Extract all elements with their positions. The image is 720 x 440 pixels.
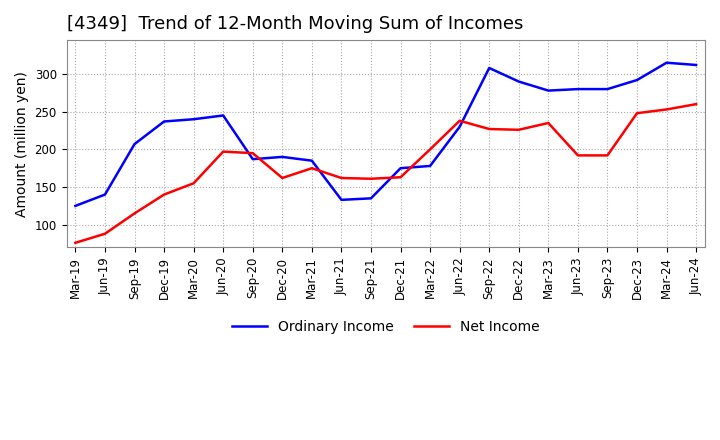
Ordinary Income (544, 88, 553, 93)
Line: Ordinary Income: Ordinary Income (76, 63, 696, 206)
Ordinary Income (692, 62, 701, 68)
Ordinary Income (189, 117, 198, 122)
Net Income (396, 175, 405, 180)
Ordinary Income (248, 157, 257, 162)
Y-axis label: Amount (million yen): Amount (million yen) (15, 71, 29, 216)
Net Income (219, 149, 228, 154)
Net Income (544, 121, 553, 126)
Net Income (160, 192, 168, 197)
Net Income (662, 107, 671, 112)
Ordinary Income (307, 158, 316, 163)
Ordinary Income (101, 192, 109, 197)
Net Income (455, 118, 464, 123)
Ordinary Income (160, 119, 168, 124)
Ordinary Income (455, 124, 464, 129)
Net Income (337, 176, 346, 181)
Legend: Ordinary Income, Net Income: Ordinary Income, Net Income (226, 315, 545, 340)
Net Income (130, 211, 139, 216)
Ordinary Income (574, 86, 582, 92)
Ordinary Income (130, 141, 139, 147)
Ordinary Income (515, 79, 523, 84)
Net Income (515, 127, 523, 132)
Text: [4349]  Trend of 12-Month Moving Sum of Incomes: [4349] Trend of 12-Month Moving Sum of I… (66, 15, 523, 33)
Net Income (101, 231, 109, 236)
Net Income (71, 240, 80, 246)
Ordinary Income (662, 60, 671, 66)
Ordinary Income (426, 163, 434, 169)
Ordinary Income (337, 197, 346, 202)
Ordinary Income (278, 154, 287, 160)
Ordinary Income (219, 113, 228, 118)
Net Income (248, 150, 257, 156)
Net Income (307, 165, 316, 171)
Ordinary Income (603, 86, 612, 92)
Ordinary Income (396, 165, 405, 171)
Ordinary Income (633, 77, 642, 83)
Line: Net Income: Net Income (76, 104, 696, 243)
Net Income (574, 153, 582, 158)
Net Income (426, 147, 434, 152)
Net Income (366, 176, 375, 181)
Net Income (692, 102, 701, 107)
Ordinary Income (485, 66, 493, 71)
Ordinary Income (71, 203, 80, 209)
Net Income (189, 181, 198, 186)
Net Income (278, 176, 287, 181)
Net Income (485, 126, 493, 132)
Net Income (633, 110, 642, 116)
Ordinary Income (366, 196, 375, 201)
Net Income (603, 153, 612, 158)
